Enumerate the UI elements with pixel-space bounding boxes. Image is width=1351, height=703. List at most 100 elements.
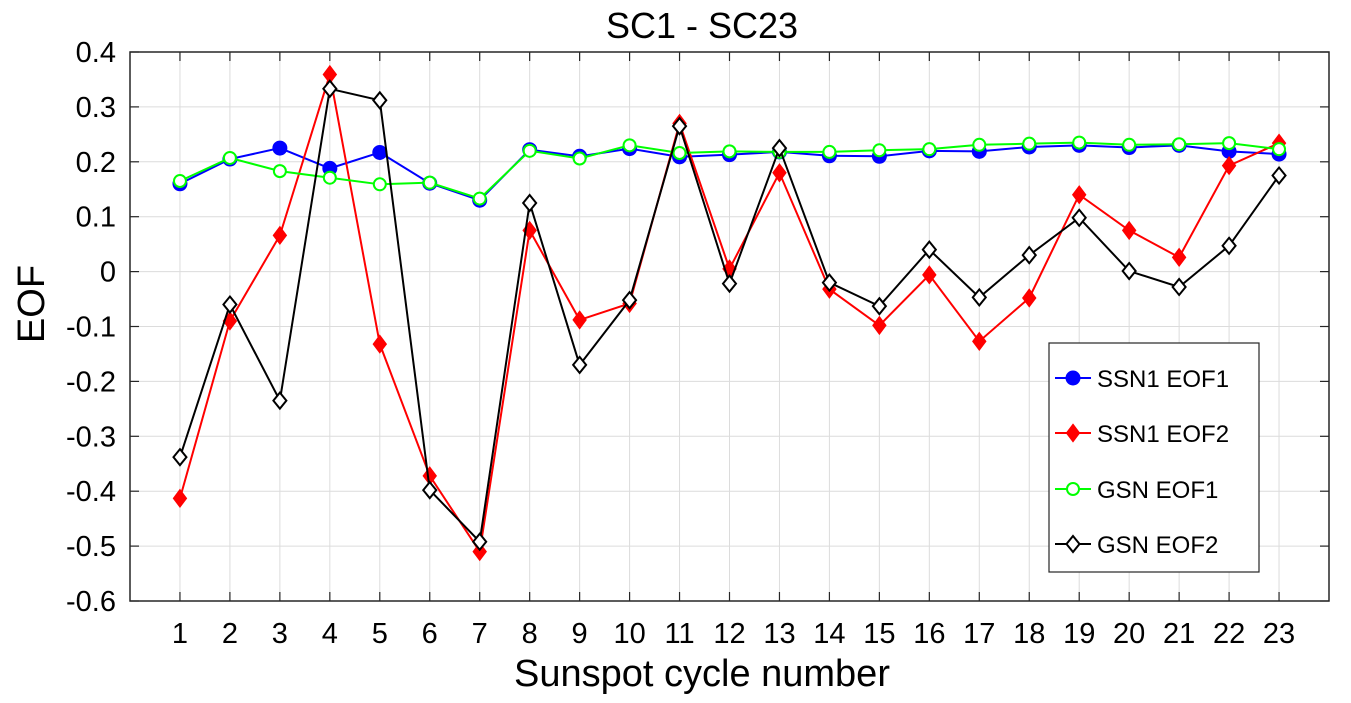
x-tick-label: 19 xyxy=(1063,618,1095,650)
y-axis-ticks: 0.4 0.3 0.2 0.1 0 -0.1 -0.2 -0.3 -0.4 -0.5 -0.6 xyxy=(66,37,1329,618)
y-tick-label: 0.3 xyxy=(76,92,116,124)
data-point-gsn-eof2 xyxy=(272,391,288,411)
legend-label: GSN EOF1 xyxy=(1097,477,1218,504)
data-point-gsn-eof1 xyxy=(472,191,487,206)
legend-item-gsn-eof1: GSN EOF1 xyxy=(1055,477,1218,504)
data-point-ssn1-eof2 xyxy=(772,163,787,183)
data-point-gsn-eof2 xyxy=(971,287,988,307)
x-tick-label: 13 xyxy=(763,618,795,650)
x-tick-label: 5 xyxy=(372,618,388,650)
legend: SSN1 EOF1 SSN1 EOF2 GSN EOF1 GSN EOF2 xyxy=(1048,342,1260,573)
data-point-ssn1-eof2 xyxy=(972,331,987,351)
data-point-gsn-eof2 xyxy=(671,116,688,136)
y-tick-label: -0.6 xyxy=(66,586,116,618)
data-point-gsn-eof2 xyxy=(322,79,338,99)
data-point-gsn-eof1 xyxy=(1172,137,1187,152)
data-point-ssn1-eof2 xyxy=(372,334,388,354)
data-point-gsn-eof1 xyxy=(922,142,937,157)
y-tick-label: 0 xyxy=(100,257,116,289)
y-tick-label: -0.5 xyxy=(66,531,116,563)
legend-swatch-marker xyxy=(1066,482,1080,496)
x-tick-label: 2 xyxy=(222,618,238,650)
x-tick-label: 17 xyxy=(963,618,995,650)
data-point-gsn-eof1 xyxy=(1072,135,1087,150)
x-tick-label: 6 xyxy=(422,618,438,650)
y-tick-label: -0.2 xyxy=(66,366,116,398)
data-point-ssn1-eof1 xyxy=(372,144,388,160)
data-point-ssn1-eof2 xyxy=(572,310,587,330)
y-tick-label: -0.3 xyxy=(66,421,116,453)
data-point-gsn-eof1 xyxy=(822,144,837,159)
data-point-gsn-eof2 xyxy=(1271,165,1287,186)
x-tick-label: 14 xyxy=(813,618,845,650)
data-point-gsn-eof2 xyxy=(921,240,938,260)
x-tick-label: 10 xyxy=(613,618,645,650)
data-point-gsn-eof1 xyxy=(1022,136,1037,151)
data-point-gsn-eof1 xyxy=(272,164,287,179)
data-point-gsn-eof1 xyxy=(872,143,887,158)
x-tick-label: 16 xyxy=(913,618,945,650)
data-point-ssn1-eof2 xyxy=(1221,155,1237,176)
data-point-gsn-eof2 xyxy=(571,355,588,375)
data-point-gsn-eof1 xyxy=(1122,137,1137,152)
x-tick-label: 7 xyxy=(472,618,488,650)
data-point-ssn1-eof2 xyxy=(1121,220,1137,241)
legend-label: SSN1 EOF2 xyxy=(1097,421,1229,448)
data-point-gsn-eof2 xyxy=(1071,208,1087,228)
legend-swatch-marker xyxy=(1065,370,1081,386)
y-tick-label: -0.4 xyxy=(66,476,116,508)
data-point-gsn-eof2 xyxy=(421,480,438,500)
data-point-ssn1-eof2 xyxy=(1171,247,1187,267)
data-point-gsn-eof2 xyxy=(1121,261,1137,281)
data-point-gsn-eof2 xyxy=(372,90,388,110)
x-tick-label: 9 xyxy=(572,618,588,650)
data-point-gsn-eof2 xyxy=(621,290,638,310)
x-tick-label: 18 xyxy=(1013,618,1045,650)
legend-swatch-marker xyxy=(1065,534,1081,554)
data-point-gsn-eof1 xyxy=(622,138,637,153)
data-point-gsn-eof1 xyxy=(222,150,237,165)
x-tick-label: 4 xyxy=(322,618,338,650)
data-point-gsn-eof1 xyxy=(422,175,437,190)
x-axis-ticks: 1 2 3 4 5 6 7 8 9 10 11 12 13 14 15 16 17 18 19 20 21 22 23 xyxy=(172,52,1295,650)
data-point-ssn1-eof2 xyxy=(922,265,937,285)
data-point-gsn-eof1 xyxy=(722,144,737,159)
x-tick-label: 21 xyxy=(1163,618,1195,650)
data-point-gsn-eof2 xyxy=(871,296,888,316)
y-axis-label: EOF xyxy=(11,265,53,343)
y-tick-label: -0.1 xyxy=(66,312,116,344)
data-point-gsn-eof1 xyxy=(522,143,537,158)
x-axis-label: Sunspot cycle number xyxy=(514,653,890,695)
y-tick-label: 0.4 xyxy=(76,37,116,69)
data-point-gsn-eof1 xyxy=(572,151,587,166)
data-point-gsn-eof2 xyxy=(1021,245,1038,265)
data-point-gsn-eof2 xyxy=(521,193,538,213)
series-gsn-eof2 xyxy=(172,79,1287,552)
legend-item-gsn-eof2: GSN EOF2 xyxy=(1055,532,1218,559)
x-tick-label: 23 xyxy=(1263,618,1295,650)
x-tick-label: 12 xyxy=(713,618,745,650)
y-tick-label: 0.2 xyxy=(76,147,116,179)
data-point-ssn1-eof2 xyxy=(1022,288,1037,308)
data-point-ssn1-eof1 xyxy=(272,140,288,156)
data-point-gsn-eof1 xyxy=(672,146,687,161)
legend-label: SSN1 EOF1 xyxy=(1097,366,1229,393)
data-point-gsn-eof1 xyxy=(1272,142,1287,157)
data-point-gsn-eof1 xyxy=(372,177,387,192)
x-tick-label: 8 xyxy=(522,618,538,650)
x-tick-label: 1 xyxy=(172,618,188,650)
y-tick-label: 0.1 xyxy=(76,202,116,234)
x-tick-label: 20 xyxy=(1113,618,1145,650)
data-point-gsn-eof1 xyxy=(322,170,337,185)
data-point-gsn-eof2 xyxy=(1171,277,1187,297)
series-group xyxy=(172,64,1287,562)
x-tick-label: 15 xyxy=(863,618,895,650)
legend-item-ssn1-eof2: SSN1 EOF2 xyxy=(1055,421,1229,448)
data-point-gsn-eof2 xyxy=(172,447,188,467)
data-point-ssn1-eof2 xyxy=(1071,185,1087,205)
data-point-gsn-eof2 xyxy=(821,272,838,293)
data-point-gsn-eof2 xyxy=(1221,236,1237,256)
legend-item-ssn1-eof1: SSN1 EOF1 xyxy=(1055,366,1229,393)
data-point-ssn1-eof2 xyxy=(272,225,288,246)
